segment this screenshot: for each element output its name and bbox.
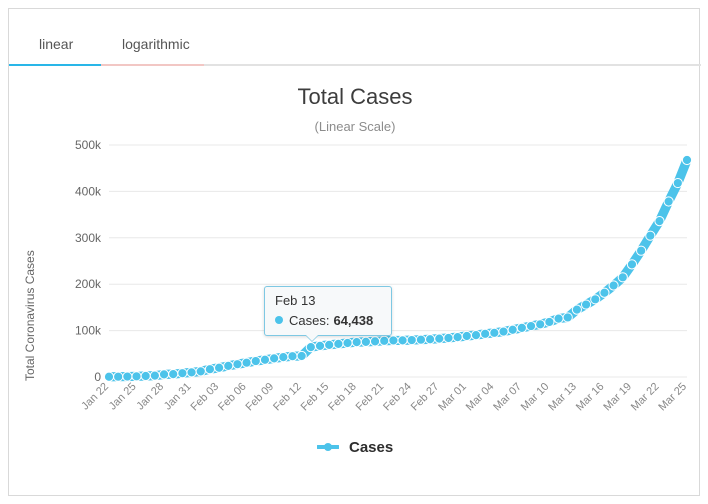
svg-text:Mar 25: Mar 25 [656, 381, 689, 414]
svg-text:Mar 10: Mar 10 [519, 381, 552, 414]
svg-text:Feb 27: Feb 27 [409, 381, 442, 414]
svg-text:Feb 06: Feb 06 [216, 381, 249, 414]
svg-text:Feb 03: Feb 03 [189, 381, 222, 414]
svg-text:200k: 200k [75, 277, 102, 291]
svg-text:Mar 01: Mar 01 [436, 381, 469, 414]
svg-text:Feb 21: Feb 21 [354, 381, 387, 414]
svg-text:Jan 25: Jan 25 [107, 381, 139, 413]
svg-text:Mar 13: Mar 13 [546, 381, 579, 414]
svg-text:Feb 09: Feb 09 [244, 381, 277, 414]
svg-text:Feb 15: Feb 15 [299, 381, 332, 414]
svg-text:500k: 500k [75, 138, 102, 152]
svg-text:Mar 19: Mar 19 [601, 381, 634, 414]
svg-text:300k: 300k [75, 231, 102, 245]
svg-text:Jan 28: Jan 28 [134, 381, 166, 413]
svg-text:Jan 31: Jan 31 [162, 381, 194, 413]
svg-text:Feb 12: Feb 12 [271, 381, 304, 414]
svg-text:Jan 22: Jan 22 [79, 381, 111, 413]
svg-text:Feb 18: Feb 18 [326, 381, 359, 414]
svg-text:Mar 16: Mar 16 [574, 381, 607, 414]
svg-text:Mar 07: Mar 07 [491, 381, 524, 414]
svg-text:Mar 04: Mar 04 [464, 381, 497, 414]
svg-text:Feb 24: Feb 24 [381, 381, 414, 414]
svg-text:100k: 100k [75, 324, 102, 338]
svg-text:Mar 22: Mar 22 [629, 381, 662, 414]
svg-text:400k: 400k [75, 184, 102, 198]
